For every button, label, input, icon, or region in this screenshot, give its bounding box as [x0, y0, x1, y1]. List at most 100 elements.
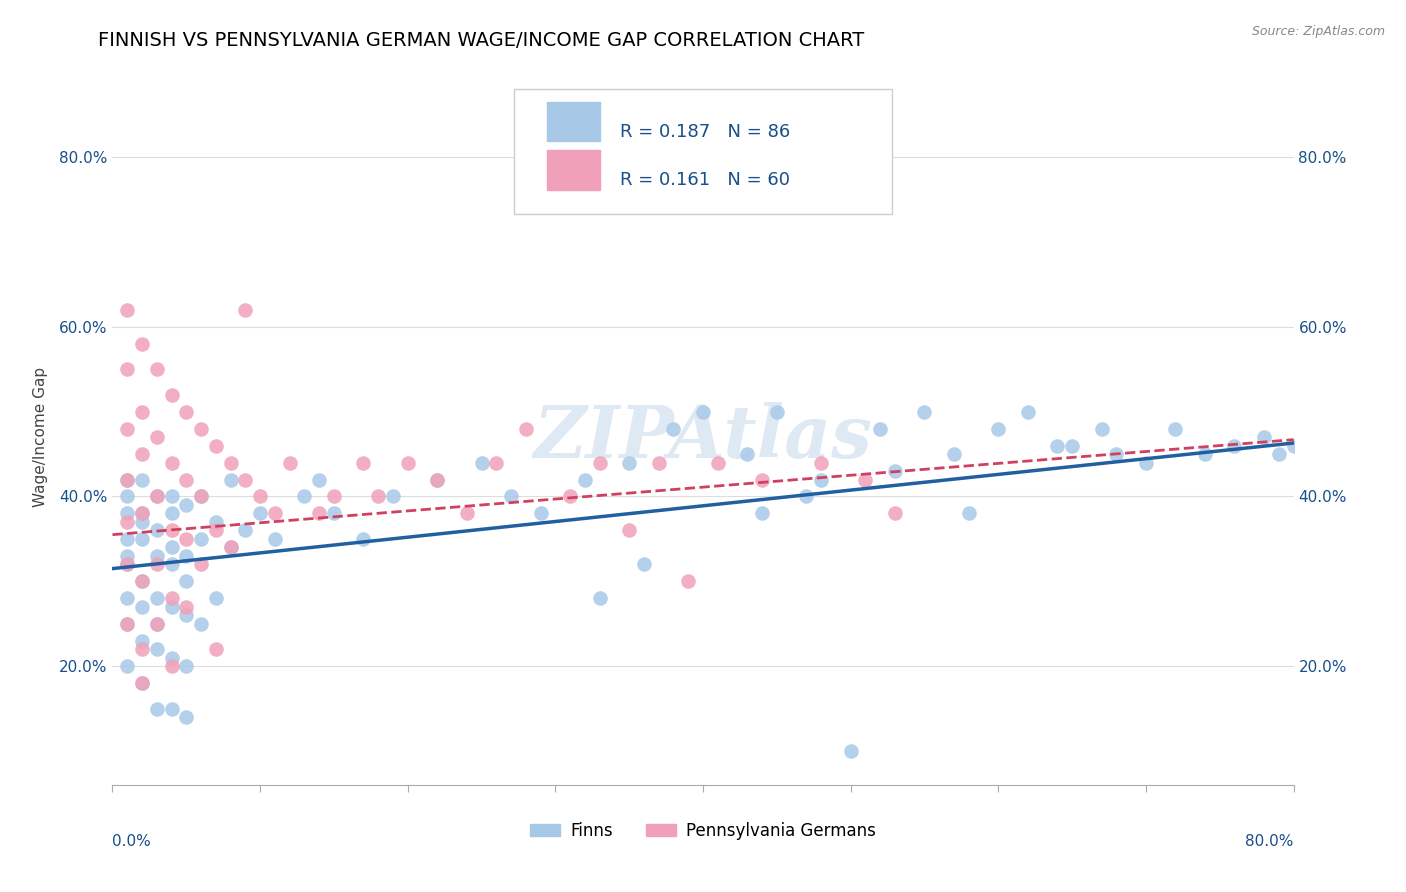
Point	[588, 591, 610, 606]
Point	[190, 490, 212, 504]
Point	[647, 456, 671, 470]
Point	[160, 558, 183, 572]
Point	[692, 404, 714, 418]
Point	[205, 524, 228, 538]
Point	[131, 574, 153, 589]
Point	[131, 473, 153, 487]
Text: R = 0.161   N = 60: R = 0.161 N = 60	[620, 171, 790, 189]
Point	[160, 650, 183, 665]
Point	[987, 421, 1010, 435]
Point	[323, 490, 346, 504]
Point	[146, 591, 169, 606]
Point	[131, 515, 153, 529]
Point	[131, 447, 153, 461]
Point	[1046, 439, 1069, 453]
Point	[117, 549, 138, 563]
Point	[796, 490, 818, 504]
Point	[131, 507, 153, 521]
Point	[146, 490, 169, 504]
Point	[426, 473, 449, 487]
Point	[160, 524, 183, 538]
Point	[1268, 447, 1291, 461]
Point	[146, 642, 169, 657]
Text: ZIPAtlas: ZIPAtlas	[534, 401, 872, 473]
Point	[766, 404, 789, 418]
Point	[205, 591, 228, 606]
Point	[131, 633, 153, 648]
Point	[1135, 456, 1157, 470]
Point	[396, 456, 419, 470]
Point	[160, 591, 183, 606]
Point	[751, 473, 773, 487]
Point	[619, 456, 641, 470]
Point	[957, 507, 980, 521]
Point	[117, 616, 138, 631]
Point	[205, 642, 228, 657]
Point	[529, 507, 551, 521]
Point	[884, 507, 907, 521]
Point	[264, 532, 287, 546]
Point	[146, 430, 169, 444]
Point	[117, 591, 138, 606]
Point	[264, 507, 287, 521]
Text: Source: ZipAtlas.com: Source: ZipAtlas.com	[1251, 25, 1385, 38]
Point	[160, 456, 183, 470]
Point	[706, 456, 728, 470]
Point	[1164, 421, 1187, 435]
Point	[1091, 421, 1114, 435]
Point	[1223, 439, 1246, 453]
Point	[146, 490, 169, 504]
Point	[205, 439, 228, 453]
Point	[737, 447, 759, 461]
Point	[942, 447, 965, 461]
Point	[117, 362, 138, 376]
Legend: Finns, Pennsylvania Germans: Finns, Pennsylvania Germans	[523, 815, 883, 847]
Point	[323, 507, 346, 521]
Point	[308, 507, 330, 521]
Point	[160, 659, 183, 673]
Point	[131, 532, 153, 546]
Point	[233, 524, 256, 538]
Point	[160, 701, 183, 715]
FancyBboxPatch shape	[515, 89, 891, 214]
Point	[131, 599, 153, 614]
Point	[219, 541, 242, 555]
Point	[810, 456, 832, 470]
Point	[160, 387, 183, 401]
Point	[855, 473, 877, 487]
Point	[146, 362, 169, 376]
Point	[117, 558, 138, 572]
Point	[810, 473, 832, 487]
Point	[367, 490, 389, 504]
Point	[884, 464, 907, 478]
Point	[117, 558, 138, 572]
Point	[190, 558, 212, 572]
Bar	[547, 102, 600, 141]
Point	[1253, 430, 1275, 444]
Point	[117, 532, 138, 546]
Point	[751, 507, 773, 521]
Point	[117, 659, 138, 673]
Point	[382, 490, 405, 504]
Point	[174, 498, 197, 512]
Point	[146, 524, 169, 538]
Point	[190, 532, 212, 546]
Point	[174, 574, 197, 589]
Point	[1105, 447, 1128, 461]
Point	[470, 456, 494, 470]
Point	[117, 302, 138, 317]
Point	[174, 599, 197, 614]
Point	[1062, 439, 1084, 453]
Point	[278, 456, 301, 470]
Text: 80.0%: 80.0%	[1246, 834, 1294, 848]
Point	[131, 336, 153, 351]
Point	[190, 421, 212, 435]
Point	[233, 473, 256, 487]
Point	[219, 541, 242, 555]
Point	[131, 574, 153, 589]
Point	[501, 490, 523, 504]
Point	[352, 456, 374, 470]
Point	[219, 456, 242, 470]
Point	[117, 421, 138, 435]
Point	[558, 490, 582, 504]
